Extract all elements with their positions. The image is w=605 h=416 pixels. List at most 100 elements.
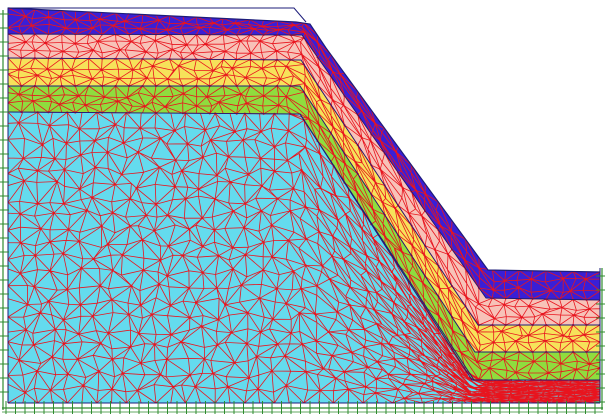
mesh-node: [478, 266, 481, 269]
mesh-node: [360, 227, 364, 230]
mesh-node: [468, 392, 471, 395]
mesh-node: [247, 173, 250, 176]
mesh-node: [260, 209, 263, 212]
mesh-node: [153, 343, 156, 346]
mesh-node: [225, 73, 228, 76]
mesh-node: [378, 259, 381, 263]
mesh-node: [215, 287, 218, 290]
mesh-node: [510, 380, 513, 384]
mesh-node: [360, 109, 363, 112]
mesh-node: [212, 69, 215, 72]
mesh-node: [262, 268, 265, 272]
mesh-node: [356, 191, 359, 194]
mesh-node: [298, 311, 301, 314]
mesh-node: [130, 40, 133, 43]
mesh-node: [154, 203, 158, 206]
mesh-node: [22, 157, 25, 160]
mesh-node: [239, 39, 242, 42]
mesh-node: [181, 254, 184, 257]
mesh-node: [151, 64, 154, 68]
mesh-node: [129, 225, 132, 228]
mesh-node: [492, 341, 495, 344]
mesh-node: [490, 396, 493, 399]
mesh-node: [56, 180, 59, 183]
mesh-node: [365, 254, 368, 257]
mesh-node: [393, 357, 396, 361]
mesh-node: [144, 105, 147, 108]
mesh-node: [420, 339, 423, 342]
mesh-node: [116, 100, 120, 103]
mesh-node: [135, 187, 138, 190]
mesh-node: [483, 397, 486, 400]
mesh-node: [436, 367, 439, 370]
mesh-node: [119, 48, 122, 52]
mesh-node: [93, 139, 96, 142]
mesh-node: [369, 139, 372, 142]
mesh-node: [392, 301, 395, 304]
mesh-node: [300, 53, 303, 56]
mesh-node: [318, 152, 322, 155]
mesh-node: [201, 156, 204, 159]
mesh-node: [437, 314, 440, 317]
mesh-node: [183, 22, 186, 25]
mesh-node: [150, 313, 153, 316]
mesh-node: [557, 387, 560, 390]
mesh-node: [507, 397, 510, 400]
mesh-node: [522, 391, 525, 394]
mesh-node: [319, 187, 322, 190]
mesh-node: [24, 391, 27, 394]
mesh-node: [438, 332, 441, 335]
mesh-node: [249, 52, 252, 55]
mesh-node: [364, 385, 367, 388]
mesh-node: [394, 207, 397, 210]
mesh-node: [493, 391, 496, 394]
mesh-node: [252, 27, 255, 30]
mesh-node: [549, 289, 552, 292]
mesh-node: [349, 246, 352, 249]
mesh-node: [123, 20, 126, 23]
mesh-node: [363, 328, 366, 331]
mesh-node: [319, 389, 322, 392]
mesh-node: [469, 390, 472, 393]
mesh-node: [543, 390, 546, 393]
mesh-node: [259, 331, 262, 334]
mesh-node: [363, 345, 366, 348]
mesh-node: [490, 382, 493, 385]
mesh-node: [62, 342, 65, 345]
mesh-node: [584, 278, 587, 281]
mesh-node: [530, 278, 533, 281]
mesh-node: [331, 70, 334, 74]
mesh-node: [463, 258, 466, 261]
mesh-node: [137, 332, 140, 335]
mesh-node: [271, 255, 274, 258]
mesh-node: [477, 302, 480, 305]
mesh-node: [139, 127, 142, 130]
mesh-node: [172, 385, 175, 388]
mesh-node: [321, 264, 324, 267]
mesh-node: [360, 136, 363, 139]
mesh-node: [598, 298, 600, 302]
mesh-node: [374, 391, 377, 394]
mesh-node: [475, 388, 478, 391]
mesh-node: [379, 168, 382, 171]
mesh-node: [453, 361, 456, 364]
mesh-node: [234, 22, 237, 25]
mesh-node: [598, 388, 600, 391]
mesh-node: [569, 289, 572, 293]
mesh-node: [19, 241, 22, 244]
mesh-node: [402, 383, 405, 386]
mesh-node: [348, 303, 351, 307]
mesh-node: [239, 93, 243, 96]
mesh-node: [129, 197, 132, 200]
layer-boundary-line: [7, 7, 601, 273]
mesh-node: [547, 371, 550, 374]
mesh-node: [39, 227, 42, 230]
mesh-node: [212, 22, 215, 25]
mesh-node: [483, 394, 486, 397]
mesh-node: [552, 398, 555, 401]
mesh-node: [565, 397, 569, 400]
mesh-node: [158, 283, 161, 286]
mesh-node: [343, 370, 346, 373]
mesh-node: [582, 333, 585, 336]
mesh-node: [376, 360, 379, 363]
